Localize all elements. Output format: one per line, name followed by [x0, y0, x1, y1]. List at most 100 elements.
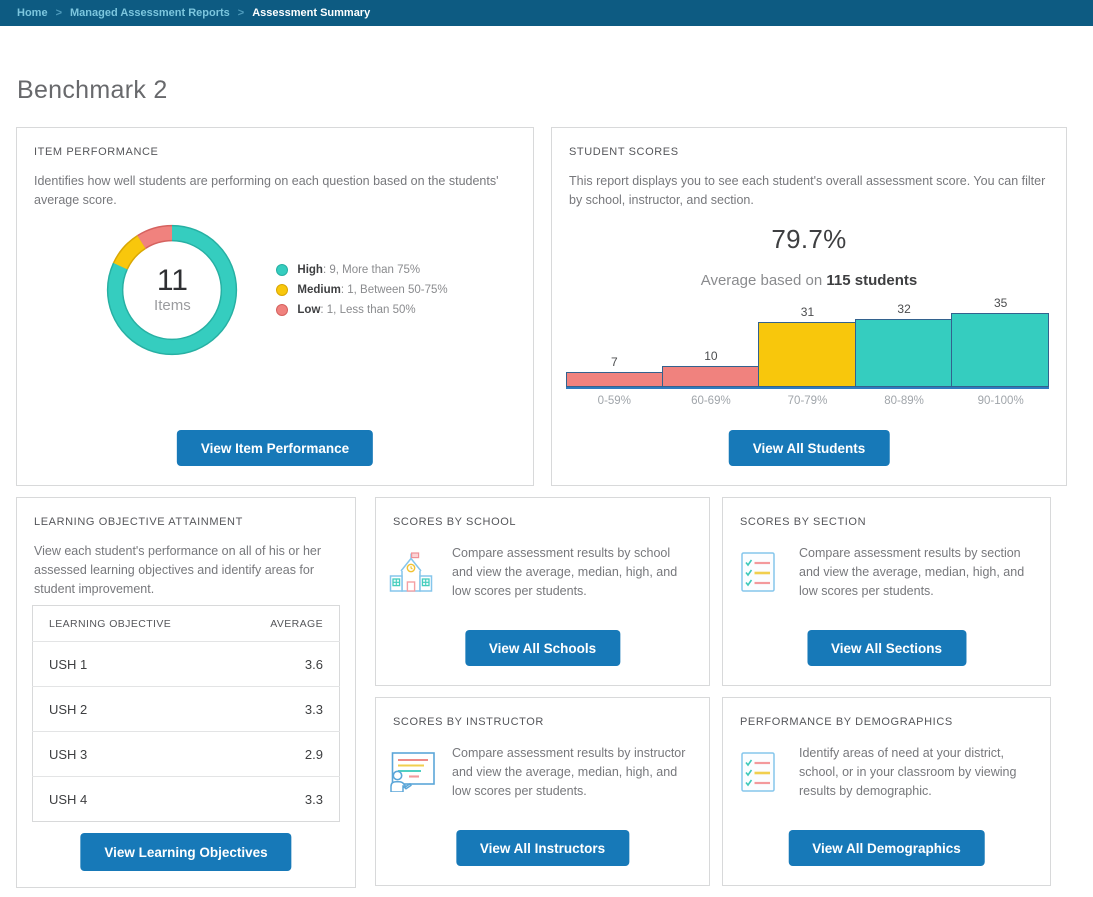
objective-cell: USH 1 — [32, 641, 231, 687]
histogram-bin-60-69: 10 — [661, 348, 760, 387]
bar-value-label: 32 — [897, 302, 911, 317]
histogram-bar-80-89 — [854, 319, 953, 387]
card-title: SCORES BY SECTION — [740, 516, 867, 528]
donut-segment-low — [108, 225, 237, 354]
card-title: SCORES BY SCHOOL — [393, 516, 517, 528]
card-title: SCORES BY INSTRUCTOR — [393, 716, 544, 728]
student-scores-card: STUDENT SCORES This report displays you … — [551, 127, 1067, 486]
average-cell: 2.9 — [230, 731, 340, 777]
histogram-bin-0-59: 7 — [566, 355, 663, 387]
checklist-icon — [733, 552, 783, 592]
x-axis-label: 0-59% — [597, 395, 631, 407]
table-row-ush-2: USH 2 3.3 — [32, 686, 340, 732]
page-title: Benchmark 2 — [17, 75, 168, 104]
legend-item-medium: Medium: 1, Between 50-75% — [276, 283, 448, 296]
breadcrumb-item-assessment-summary: Assessment Summary — [252, 7, 371, 19]
item-performance-donut-chart: 11 Items — [102, 220, 242, 360]
column-header-learning-objective: LEARNING OBJECTIVE — [49, 617, 172, 630]
view-all-sections-button[interactable]: View All Sections — [806, 630, 967, 666]
learning-objective-attainment-card: LEARNING OBJECTIVE ATTAINMENT View each … — [16, 497, 356, 888]
breadcrumb-separator: > — [55, 7, 62, 19]
breadcrumb-separator: > — [237, 7, 245, 19]
scores-by-section-card: SCORES BY SECTION Compare assessment res… — [722, 497, 1051, 686]
legend-item-low: Low: 1, Less than 50% — [276, 303, 447, 316]
card-title: STUDENT SCORES — [569, 146, 679, 158]
school-icon — [386, 552, 436, 592]
card-title: LEARNING OBJECTIVE ATTAINMENT — [34, 516, 243, 528]
histogram-bin-70-79: 31 — [758, 304, 856, 387]
average-cell: 3.6 — [230, 641, 340, 687]
average-caption-prefix: Average based on — [700, 271, 823, 289]
average-cell: 3.3 — [230, 686, 340, 732]
breadcrumb: Home > Managed Assessment Reports > Assessme… — [0, 0, 1093, 26]
average-cell: 3.3 — [230, 776, 340, 822]
breadcrumb-item-managed-assessment-reports[interactable]: Managed Assessment Reports — [70, 7, 230, 19]
view-learning-objectives-button[interactable]: View Learning Objectives — [80, 833, 292, 871]
card-description: Compare assessment results by instructor… — [452, 746, 686, 798]
histogram-bar-60-69 — [661, 365, 760, 387]
average-student-count: 115 students — [826, 271, 918, 289]
card-description: Identify areas of need at your district,… — [799, 746, 1017, 798]
histogram-bar-90-100 — [951, 313, 1049, 387]
card-description: View each student's performance on all o… — [34, 544, 322, 596]
x-axis-label: 70-79% — [787, 395, 828, 407]
view-all-instructors-button[interactable]: View All Instructors — [455, 830, 630, 866]
objective-cell: USH 3 — [32, 731, 231, 777]
info-row: Compare assessment results by section an… — [733, 544, 1034, 600]
bar-value-label: 35 — [993, 296, 1008, 310]
info-row: Compare assessment results by school and… — [386, 544, 693, 600]
donut-chart-svg — [107, 224, 238, 355]
scores-by-school-card: SCORES BY SCHOOL — [375, 497, 710, 686]
view-all-students-button[interactable]: View All Students — [728, 430, 890, 466]
donut-chart-row: 11 Items High: 9, More than 75% Medium: 1… — [17, 220, 533, 360]
view-all-schools-button[interactable]: View All Schools — [464, 630, 621, 666]
card-description: This report displays you to see each stu… — [569, 174, 1046, 207]
card-description: Compare assessment results by section an… — [799, 546, 1025, 598]
card-title: PERFORMANCE BY DEMOGRAPHICS — [740, 716, 953, 728]
bar-value-label: 31 — [800, 304, 815, 319]
card-description: Identifies how well students are perform… — [34, 174, 499, 207]
info-row: Identify areas of need at your district,… — [733, 744, 1034, 800]
breadcrumb-item-home[interactable]: Home — [17, 7, 48, 19]
bar-value-label: 10 — [704, 348, 718, 363]
legend-label: Medium: 1, Between 50-75% — [297, 283, 448, 296]
histogram-bar-70-79 — [758, 321, 856, 387]
column-header-average: AVERAGE — [270, 617, 323, 630]
histogram-bin-90-100: 35 — [951, 296, 1049, 387]
legend-label: Low: 1, Less than 50% — [297, 303, 416, 316]
average-score-value: 79.7% — [771, 223, 847, 254]
bar-value-label: 7 — [610, 355, 618, 370]
card-title: ITEM PERFORMANCE — [34, 146, 159, 158]
presentation-icon — [386, 752, 436, 793]
x-axis-label: 80-89% — [884, 395, 924, 407]
view-item-performance-button[interactable]: View Item Performance — [176, 430, 374, 466]
info-row: Compare assessment results by instructor… — [386, 744, 693, 800]
histogram-bar-0-59 — [566, 372, 663, 387]
objective-cell: USH 4 — [32, 776, 231, 822]
table-row-ush-4: USH 4 3.3 — [32, 776, 340, 822]
legend-dot-medium — [276, 283, 289, 296]
legend-label: High: 9, More than 75% — [297, 263, 421, 276]
table-row-ush-1: USH 1 3.6 — [32, 641, 340, 687]
checklist-icon — [733, 752, 783, 792]
histogram-bin-80-89: 32 — [854, 302, 953, 387]
donut-legend: High: 9, More than 75% Medium: 1, Between… — [276, 256, 448, 324]
item-performance-card: ITEM PERFORMANCE Identifies how well stu… — [16, 127, 534, 486]
performance-by-demographics-card: PERFORMANCE BY DEMOGRAPHICS Identify are… — [722, 697, 1051, 886]
scores-by-instructor-card: SCORES BY INSTRUCTOR Compare assessment … — [375, 697, 710, 886]
histogram-bars: 7 10 31 32 35 — [566, 296, 1049, 389]
student-scores-histogram: 7 10 31 32 35 0-59% 60-69% 70-79% 80-89% 90-100% — [566, 296, 1049, 407]
x-axis-label: 90-100% — [977, 395, 1024, 407]
table-header-row: LEARNING OBJECTIVE AVERAGE — [33, 606, 340, 642]
legend-dot-low — [276, 303, 289, 316]
legend-dot-high — [276, 263, 289, 276]
objective-cell: USH 2 — [32, 686, 231, 732]
x-axis-label: 60-69% — [691, 395, 731, 407]
histogram-x-axis-labels: 0-59% 60-69% 70-79% 80-89% 90-100% — [566, 389, 1049, 407]
view-all-demographics-button[interactable]: View All Demographics — [788, 830, 985, 866]
learning-objective-table: LEARNING OBJECTIVE AVERAGE USH 1 3.6 USH 2… — [32, 605, 340, 822]
table-row-ush-3: USH 3 2.9 — [32, 731, 340, 777]
average-score-caption: Average based on 115 students — [552, 272, 1066, 289]
card-description: Compare assessment results by school and… — [452, 546, 678, 598]
